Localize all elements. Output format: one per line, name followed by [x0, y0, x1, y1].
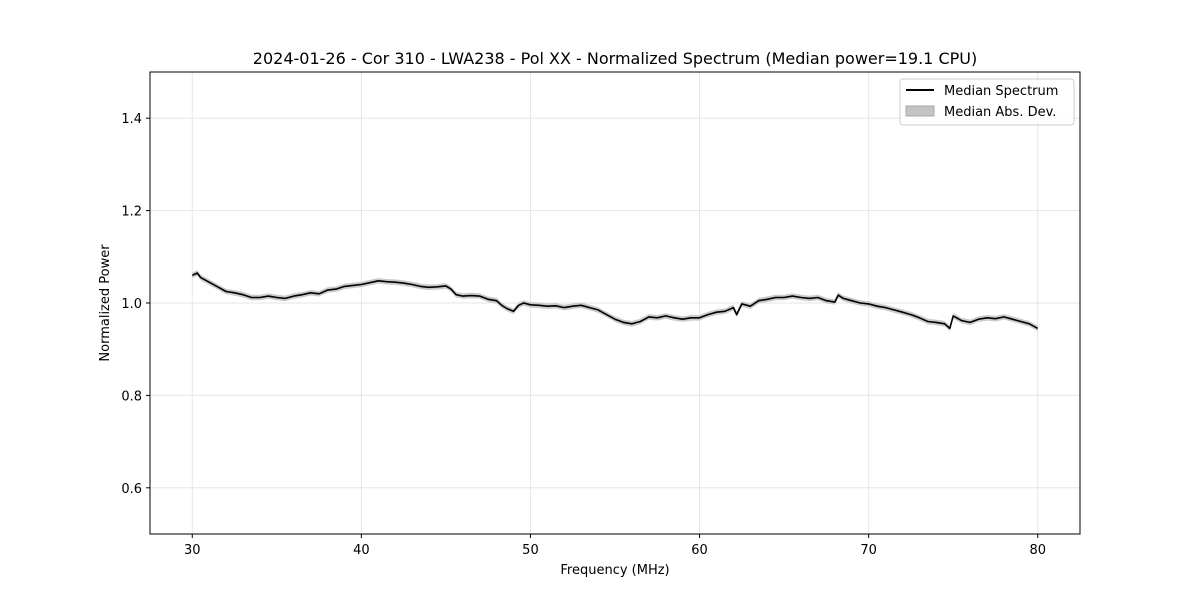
x-tick-label: 50 [522, 543, 539, 558]
x-tick-label: 40 [353, 543, 370, 558]
legend-band-swatch [905, 105, 935, 117]
legend-label-median-spectrum: Median Spectrum [944, 84, 1058, 99]
legend-box [899, 78, 1075, 126]
x-axis-ticks: 30 40 50 60 70 80 [184, 534, 1046, 558]
chart-title: 2024-01-26 - Cor 310 - LWA238 - Pol XX -… [253, 49, 977, 68]
y-tick-label: 0.8 [121, 389, 142, 404]
y-axis-title: Normalized Power [98, 244, 113, 362]
x-tick-label: 80 [1029, 543, 1046, 558]
y-axis-ticks: 0.6 0.8 1.0 1.2 1.4 [121, 112, 150, 497]
x-tick-label: 70 [860, 543, 877, 558]
y-tick-label: 1.0 [121, 297, 142, 312]
y-tick-label: 1.4 [121, 112, 142, 127]
median-spectrum-line [191, 272, 1039, 330]
x-tick-label: 30 [184, 543, 201, 558]
grid-lines [150, 72, 1080, 534]
legend-label-median-abs-dev: Median Abs. Dev. [944, 105, 1056, 120]
x-axis-title: Frequency (MHz) [560, 563, 669, 578]
y-tick-label: 0.6 [121, 482, 142, 497]
y-tick-label: 1.2 [121, 205, 142, 220]
x-tick-label: 60 [691, 543, 708, 558]
legend: Median Spectrum Median Abs. Dev. [899, 78, 1075, 126]
mad-band [192, 270, 1038, 332]
